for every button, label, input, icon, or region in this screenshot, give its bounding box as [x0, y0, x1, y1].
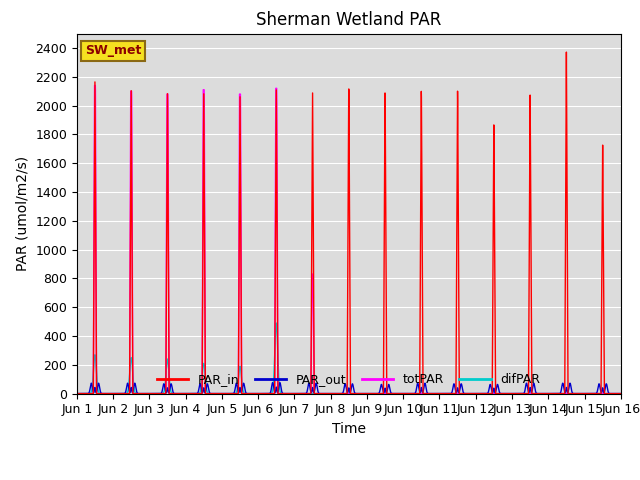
totPAR: [617, 391, 625, 396]
Line: difPAR: difPAR: [77, 323, 621, 394]
Line: PAR_in: PAR_in: [77, 52, 621, 394]
Line: PAR_out: PAR_out: [77, 383, 621, 394]
totPAR: [441, 391, 449, 396]
difPAR: [329, 391, 337, 396]
totPAR: [616, 391, 624, 396]
totPAR: [171, 391, 179, 396]
difPAR: [171, 391, 179, 396]
PAR_out: [73, 391, 81, 396]
PAR_in: [73, 391, 81, 396]
PAR_in: [328, 391, 336, 396]
difPAR: [328, 391, 336, 396]
PAR_out: [617, 391, 625, 396]
totPAR: [502, 391, 509, 396]
Title: Sherman Wetland PAR: Sherman Wetland PAR: [256, 11, 442, 29]
X-axis label: Time: Time: [332, 422, 366, 436]
PAR_out: [329, 391, 337, 396]
Y-axis label: PAR (umol/m2/s): PAR (umol/m2/s): [15, 156, 29, 271]
PAR_in: [616, 391, 624, 396]
PAR_out: [171, 391, 179, 396]
PAR_in: [617, 391, 625, 396]
Text: SW_met: SW_met: [85, 44, 141, 58]
PAR_in: [502, 391, 509, 396]
PAR_in: [563, 49, 570, 55]
difPAR: [502, 391, 509, 396]
PAR_out: [616, 391, 624, 396]
PAR_in: [471, 391, 479, 396]
difPAR: [441, 391, 449, 396]
Legend: PAR_in, PAR_out, totPAR, difPAR: PAR_in, PAR_out, totPAR, difPAR: [152, 368, 546, 391]
PAR_out: [441, 391, 449, 396]
difPAR: [616, 391, 624, 396]
Line: totPAR: totPAR: [77, 85, 621, 394]
PAR_in: [171, 391, 179, 396]
totPAR: [329, 391, 337, 396]
PAR_out: [471, 391, 479, 396]
difPAR: [273, 320, 280, 326]
difPAR: [73, 391, 81, 396]
difPAR: [471, 391, 479, 396]
totPAR: [91, 83, 99, 88]
PAR_out: [269, 380, 276, 385]
totPAR: [73, 391, 81, 396]
difPAR: [617, 391, 625, 396]
totPAR: [471, 391, 479, 396]
PAR_in: [440, 391, 448, 396]
PAR_out: [502, 391, 509, 396]
